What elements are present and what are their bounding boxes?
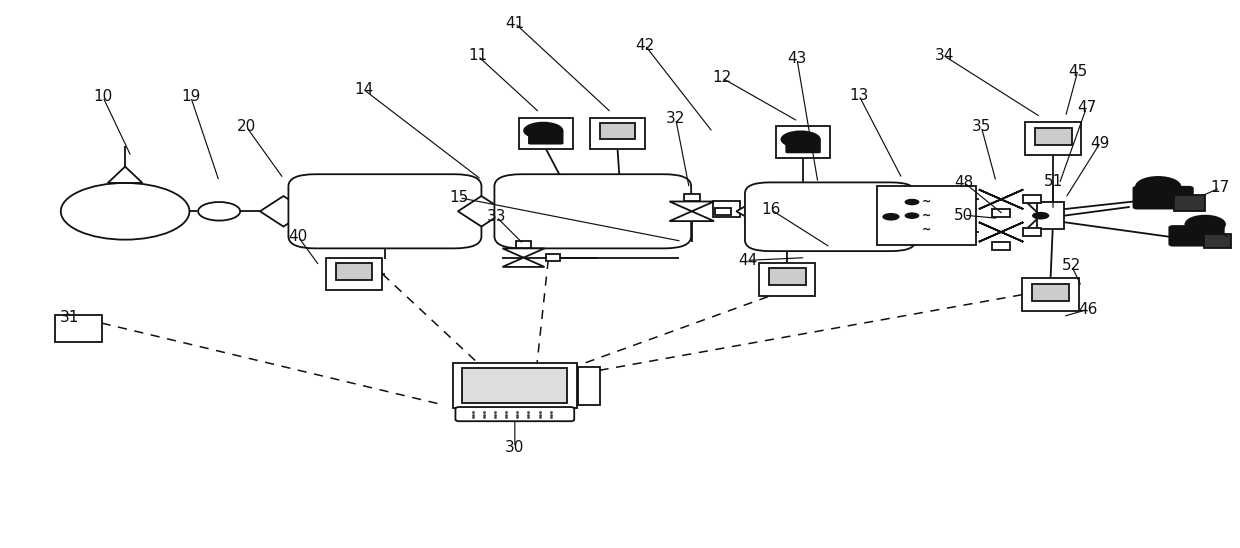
Text: 15: 15 <box>450 190 469 205</box>
Bar <box>713 202 740 217</box>
Text: 42: 42 <box>635 37 655 53</box>
Circle shape <box>61 183 190 239</box>
Polygon shape <box>670 202 714 212</box>
Bar <box>55 316 102 341</box>
Bar <box>578 367 600 406</box>
Text: 20: 20 <box>237 119 255 134</box>
Bar <box>1023 196 1042 203</box>
Polygon shape <box>670 212 714 221</box>
FancyBboxPatch shape <box>1169 226 1224 246</box>
Bar <box>878 186 976 245</box>
Bar <box>463 368 568 403</box>
Text: 11: 11 <box>467 48 487 64</box>
Text: 34: 34 <box>935 48 954 64</box>
Text: 35: 35 <box>972 119 991 134</box>
Bar <box>759 263 816 296</box>
Text: 33: 33 <box>486 209 506 224</box>
Text: 41: 41 <box>505 16 525 31</box>
Bar <box>776 126 831 158</box>
Text: 44: 44 <box>738 253 758 268</box>
FancyBboxPatch shape <box>495 174 691 248</box>
Text: 14: 14 <box>355 82 373 97</box>
Circle shape <box>1136 177 1180 197</box>
Circle shape <box>523 122 563 139</box>
Polygon shape <box>502 248 544 258</box>
Bar <box>1034 128 1071 145</box>
Bar <box>600 123 635 139</box>
Text: 18: 18 <box>1198 216 1218 231</box>
Polygon shape <box>978 222 1023 242</box>
Bar <box>453 363 577 408</box>
Text: 50: 50 <box>955 208 973 222</box>
Text: 17: 17 <box>1210 180 1230 195</box>
Circle shape <box>883 213 899 220</box>
Text: ~: ~ <box>923 210 931 221</box>
Text: 32: 32 <box>666 111 686 126</box>
Circle shape <box>780 130 821 148</box>
Polygon shape <box>737 202 771 221</box>
FancyBboxPatch shape <box>289 174 481 248</box>
Polygon shape <box>978 190 1023 209</box>
FancyBboxPatch shape <box>1133 187 1193 209</box>
Text: 16: 16 <box>761 202 781 217</box>
FancyBboxPatch shape <box>455 407 574 421</box>
Polygon shape <box>978 222 1023 242</box>
Text: 12: 12 <box>712 70 732 85</box>
Bar <box>518 117 573 149</box>
Text: 10: 10 <box>93 89 113 104</box>
Bar <box>1032 284 1069 301</box>
Circle shape <box>198 202 241 220</box>
Bar <box>546 254 560 261</box>
Circle shape <box>904 199 919 206</box>
Bar <box>516 242 531 248</box>
Bar <box>1023 228 1042 236</box>
Circle shape <box>904 213 919 219</box>
Bar <box>336 263 372 280</box>
Text: 43: 43 <box>787 51 806 66</box>
Bar <box>1204 234 1231 248</box>
Text: 52: 52 <box>1061 258 1081 273</box>
Bar <box>1024 122 1081 155</box>
Bar <box>684 194 699 201</box>
Text: 13: 13 <box>849 88 868 102</box>
Polygon shape <box>502 258 544 267</box>
Text: ~: ~ <box>923 224 931 235</box>
Bar <box>992 242 1009 250</box>
Circle shape <box>1185 216 1225 233</box>
Bar <box>590 117 645 149</box>
Text: 19: 19 <box>181 89 201 104</box>
Text: 40: 40 <box>289 230 308 244</box>
Bar <box>992 209 1009 217</box>
Polygon shape <box>458 196 505 226</box>
Bar <box>1037 202 1064 229</box>
Text: 45: 45 <box>1068 64 1087 79</box>
Polygon shape <box>978 190 1023 209</box>
FancyBboxPatch shape <box>528 130 563 145</box>
Circle shape <box>1032 212 1049 220</box>
Text: 31: 31 <box>60 310 79 325</box>
Text: 30: 30 <box>505 440 525 455</box>
Polygon shape <box>108 167 143 183</box>
Text: 47: 47 <box>1076 100 1096 115</box>
Text: 48: 48 <box>955 175 973 190</box>
FancyBboxPatch shape <box>745 182 915 251</box>
Text: 49: 49 <box>1090 136 1110 151</box>
Bar <box>769 269 806 286</box>
Text: ~: ~ <box>923 197 931 207</box>
Text: 51: 51 <box>1043 174 1063 189</box>
Bar <box>1022 278 1079 311</box>
Bar <box>1173 195 1204 212</box>
Text: 46: 46 <box>1078 302 1097 317</box>
Bar <box>326 258 382 290</box>
Bar <box>715 208 730 215</box>
FancyBboxPatch shape <box>785 139 821 153</box>
Polygon shape <box>260 196 308 226</box>
